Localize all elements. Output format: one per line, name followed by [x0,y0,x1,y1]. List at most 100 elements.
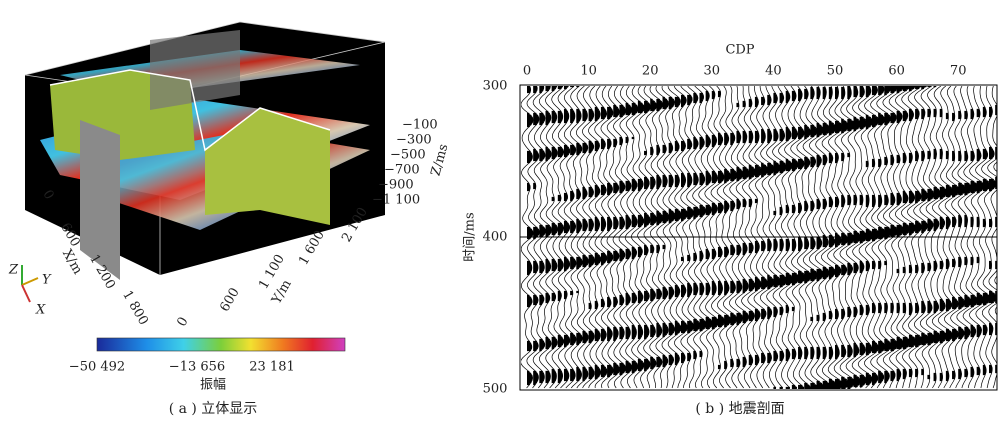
x-tick-label: 1 800 [119,288,151,328]
trace-fill [736,102,744,368]
trace-fill [767,94,775,364]
trace-fill [668,96,676,366]
trace-fill [742,100,750,368]
x-tick-label: 40 [765,64,782,79]
trace-fill [841,86,849,389]
trace-fill [828,86,837,389]
trace-fill [804,88,812,389]
x-tick-label: 70 [950,64,967,79]
vertical-section [80,120,120,280]
trace-fill [921,86,929,376]
trace-fill [865,86,874,386]
trace-fill [594,106,601,380]
y-tick-label: 600 [217,285,242,314]
colorbar-label: 振幅 [200,378,226,393]
colorbar [96,337,346,352]
z-tick-label: −700 [384,163,420,178]
colorbar-tick-label: 23 181 [249,360,295,375]
x-tick-label: 10 [580,64,597,79]
trace-fill [773,92,781,389]
trace-fill [982,106,991,376]
trace-fill [939,108,947,382]
trace-fill [884,86,892,384]
trace-fill [699,92,707,358]
trace-fill [927,86,935,380]
trace-fill [859,86,867,388]
axis-arrow [21,284,31,303]
trace-fill [717,90,725,370]
z-tick-label: −1 100 [372,193,420,208]
trace-fill [810,86,818,389]
trace-fill [995,104,997,374]
z-tick-label: −100 [402,118,438,133]
trace-fill [798,88,806,389]
trace-fill [662,96,670,368]
trace-fill [533,86,540,386]
trace-fill [619,104,626,376]
trace-fill [896,86,905,382]
z-tick-label: −500 [390,148,426,163]
trace-fill [816,86,824,389]
trace-fill [915,86,923,378]
trace-fill [958,110,966,380]
y-axis-label: 时间/ms [463,212,478,261]
trace-fill [637,100,645,372]
trace-fill [890,86,898,382]
trace-fill [853,86,861,388]
colorbar-tick-label: −13 656 [169,360,225,375]
trace-fill [835,86,843,389]
z-tick-label: −300 [396,133,432,148]
x-ticks: 0 10 20 30 40 50 60 70 [523,64,967,79]
y-tick-label: 0 [174,315,191,330]
trace-fill [600,106,608,378]
y-tick-label: 400 [483,230,508,245]
volume-3d [24,21,386,280]
trace-fill [933,86,941,382]
caption: ( b ) 地震剖面 [695,401,784,417]
z-axis-label: Z/ms [429,142,452,177]
trace-fill [908,86,917,378]
x-tick-label: 60 [888,64,905,79]
trace-fill [656,98,663,368]
x-axis-label: X/m [59,247,85,277]
trace-fill [588,108,595,380]
trace-fill [631,102,639,374]
trace-fill [545,86,552,384]
trace-fill [563,86,570,382]
trace-fill [822,86,831,389]
x-tick-label: 50 [827,64,844,79]
trace-fill [557,86,564,384]
x-tick-label: 0 [523,64,531,79]
trace-fill [791,90,800,389]
x-tick-label: 20 [642,64,659,79]
trace-fill [711,90,719,330]
trace-fill [730,132,737,368]
axis-name: Y [42,273,52,288]
trace-fill [970,108,979,378]
caption: ( a ) 立体显示 [169,401,258,417]
section-line [49,69,331,152]
trace-fill [650,98,657,370]
trace-fill [674,96,682,366]
trace-fill [607,106,614,378]
trace-fill [644,100,651,372]
trace-fill [878,86,886,384]
trace-fill [748,98,756,366]
trace-fill [779,92,787,389]
trace-fill [785,90,793,389]
trace-fill [724,132,731,370]
trace-fill [613,104,620,376]
vertical-section [150,30,240,110]
trace-fill [551,86,558,384]
trace-fill [945,112,954,382]
y-tick-label: 500 [483,382,508,397]
x-tick-label: 30 [704,64,721,79]
trace-fill [964,110,972,378]
trace-fill [681,94,688,364]
trace-fill [625,102,632,374]
trace-fill [754,96,763,366]
trace-fill [847,86,855,389]
axis-name: X [35,303,46,318]
orientation-glyph: Z Y X [8,263,52,318]
